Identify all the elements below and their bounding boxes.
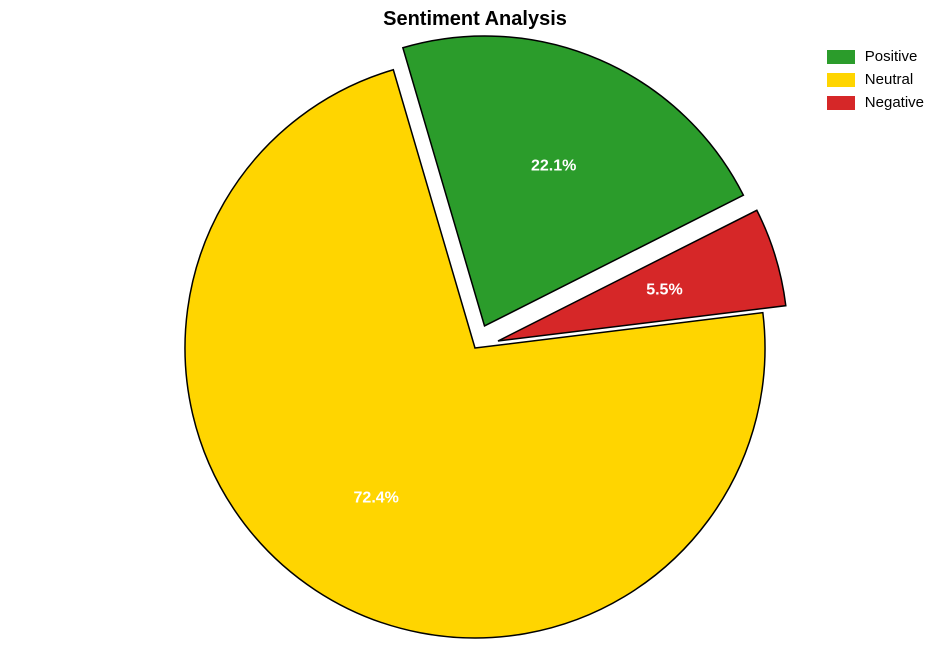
- legend-label: Positive: [865, 48, 918, 65]
- slice-label-negative: 5.5%: [646, 282, 682, 299]
- pie-svg: 72.4% 22.1% 5.5%: [0, 0, 950, 662]
- legend-item-negative: Negative: [827, 94, 924, 111]
- legend-label: Neutral: [865, 71, 913, 88]
- slice-label-neutral: 72.4%: [354, 489, 399, 506]
- slice-label-positive: 22.1%: [531, 158, 576, 175]
- legend-label: Negative: [865, 94, 924, 111]
- legend-swatch: [827, 50, 855, 64]
- sentiment-pie-chart: Sentiment Analysis 72.4%22.1%5.5% Positi…: [0, 0, 950, 662]
- legend-item-neutral: Neutral: [827, 71, 924, 88]
- legend-swatch: [827, 73, 855, 87]
- legend-swatch: [827, 96, 855, 110]
- legend: Positive Neutral Negative: [827, 48, 924, 117]
- legend-item-positive: Positive: [827, 48, 924, 65]
